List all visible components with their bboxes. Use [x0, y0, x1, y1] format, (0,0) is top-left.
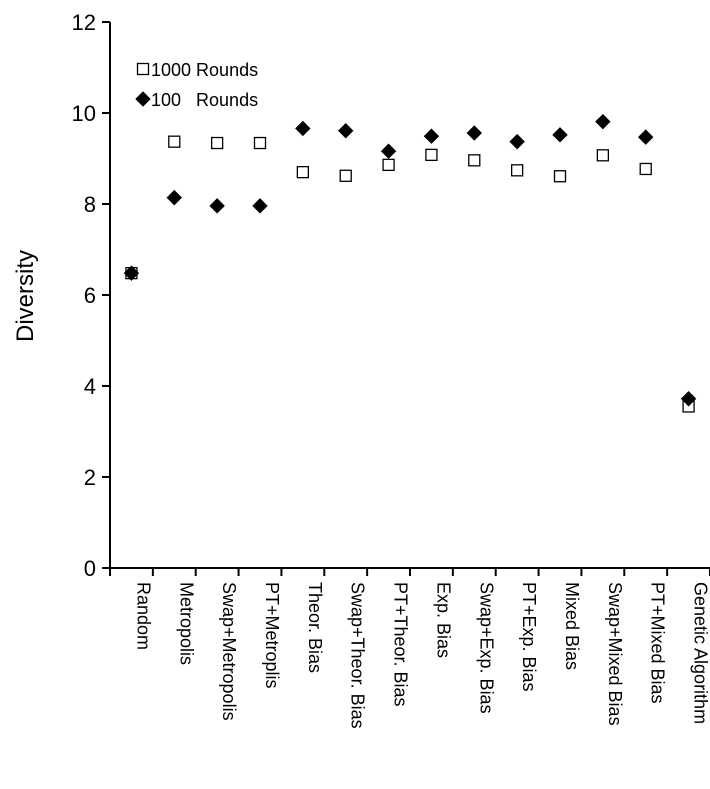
data-point [123, 265, 140, 281]
data-point [423, 128, 440, 144]
legend-label: 100 Rounds [151, 90, 258, 110]
data-point [638, 129, 654, 145]
x-category-label: Metropolis [176, 582, 196, 665]
legend-marker [136, 62, 150, 76]
data-point [552, 127, 568, 143]
data-points [123, 113, 697, 413]
y-tick-label-4: 4 [84, 374, 96, 399]
data-point [168, 135, 181, 148]
data-point [252, 198, 268, 214]
data-point [468, 154, 481, 167]
y-tick-label-6: 6 [84, 283, 96, 308]
x-category-label: Swap+Exp. Bias [476, 582, 496, 714]
data-point [210, 136, 224, 150]
data-point [466, 125, 482, 141]
data-point [595, 113, 611, 130]
x-category-label: PT+Exp. Bias [519, 582, 539, 692]
y-axis-tick-labels: 0 2 4 6 8 10 12 [72, 10, 96, 581]
data-point [339, 169, 352, 182]
data-point [553, 170, 567, 183]
x-axis-ticks [109, 568, 710, 576]
y-axis-title: Diversity [12, 250, 39, 342]
y-tick-label-0: 0 [84, 556, 96, 581]
x-category-label: Swap+Metropolis [219, 582, 239, 721]
data-point [509, 133, 525, 150]
legend-label: 1000 Rounds [151, 60, 258, 80]
legend: 1000 Rounds 100 Rounds [135, 60, 258, 110]
data-point [253, 136, 267, 150]
data-point [209, 198, 225, 214]
x-axis-category-labels: Random Metropolis Swap+Metropolis PT+Metrop… [133, 582, 710, 729]
x-category-label: PT+Mixed Bias [648, 582, 668, 704]
x-category-label: PT+Metroplis [262, 582, 282, 689]
data-point [425, 148, 438, 162]
data-point [338, 123, 354, 139]
x-category-label: Random [133, 582, 153, 650]
y-tick-label-2: 2 [84, 465, 96, 490]
data-point [296, 165, 310, 179]
x-category-label: Mixed Bias [562, 582, 582, 670]
data-point [680, 391, 697, 407]
data-point [510, 164, 524, 177]
x-category-label: Swap+Mixed Bias [605, 582, 625, 726]
x-category-label: Genetic Algorithm [691, 582, 710, 724]
x-category-label: Swap+Theor. Bias [348, 582, 368, 729]
data-point [295, 120, 311, 137]
y-tick-label-8: 8 [84, 192, 96, 217]
data-point [596, 149, 610, 162]
data-point [639, 162, 652, 176]
y-tick-label-10: 10 [72, 101, 96, 126]
y-tick-label-12: 12 [72, 10, 96, 35]
x-category-label: Theor. Bias [305, 582, 325, 673]
data-point [380, 143, 397, 159]
x-category-label: Exp. Bias [433, 582, 453, 658]
series-2 [123, 113, 697, 407]
data-point [166, 189, 182, 206]
legend-marker [135, 91, 151, 107]
x-category-label: PT+Theor. Bias [391, 582, 411, 707]
data-point [382, 158, 395, 172]
series-1 [125, 135, 695, 413]
y-axis-ticks [102, 21, 110, 569]
